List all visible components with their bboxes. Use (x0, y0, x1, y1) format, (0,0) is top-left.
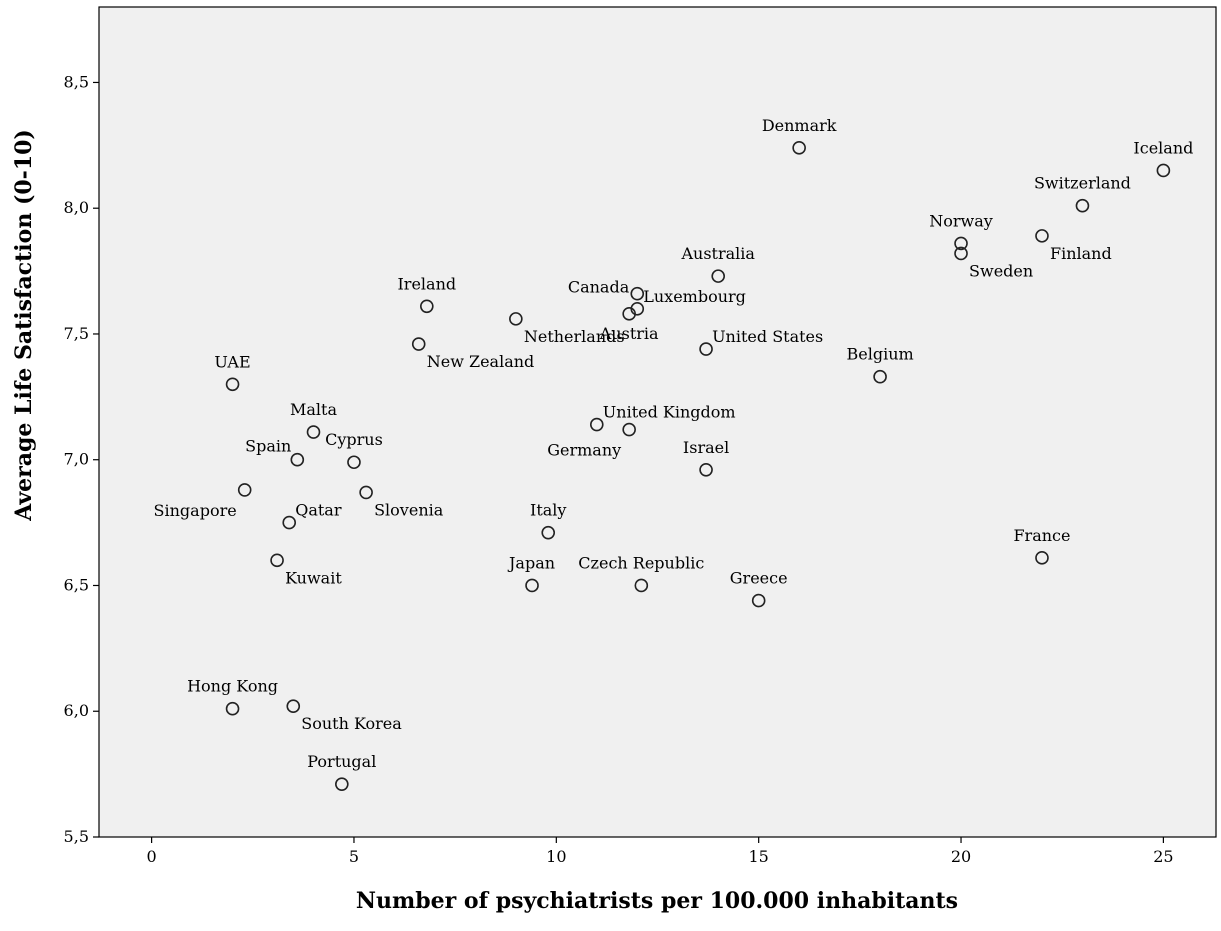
y-tick-label: 7,5 (64, 324, 89, 343)
data-point (954, 236, 968, 251)
point-label: New Zealand (427, 352, 535, 371)
data-point (1035, 551, 1049, 565)
data-point (411, 337, 426, 351)
point-label: Singapore (154, 501, 237, 520)
point-label: Kuwait (285, 568, 342, 587)
data-point (237, 483, 252, 497)
point-label: Portugal (307, 752, 376, 771)
point-label: Slovenia (374, 500, 444, 519)
data-point (347, 455, 361, 470)
data-point (954, 246, 968, 261)
point-label: United Kingdom (603, 403, 736, 422)
point-label: Iceland (1133, 138, 1193, 157)
data-point (282, 515, 297, 530)
data-point (509, 312, 523, 326)
point-label: Spain (245, 437, 291, 456)
point-label: Canada (568, 278, 630, 297)
point-label: Belgium (846, 345, 913, 364)
plot-area (98, 6, 1217, 838)
point-label: Sweden (969, 261, 1033, 280)
data-point (335, 777, 349, 791)
point-label: Greece (730, 569, 788, 588)
data-point (225, 377, 240, 392)
point-label: Germany (547, 441, 621, 460)
point-label: Qatar (295, 501, 342, 520)
x-axis: 0 5 10 15 20 25 (147, 837, 1174, 866)
point-label: Hong Kong (187, 677, 278, 696)
point-label: Ireland (397, 274, 456, 293)
point-label: Netherlands (524, 327, 625, 346)
point-label: Switzerland (1034, 174, 1131, 193)
y-axis-title: Average Life Satisfaction (0-10) (11, 129, 37, 522)
data-point (699, 342, 713, 356)
x-axis-title: Number of psychiatrists per 100.000 inha… (356, 888, 958, 914)
x-tick-label: 20 (951, 847, 971, 866)
point-label: Cyprus (325, 430, 383, 449)
x-tick-label: 0 (147, 847, 157, 866)
y-tick-label: 6,5 (64, 575, 89, 594)
point-label: Norway (929, 211, 993, 230)
point-label: Finland (1050, 244, 1112, 263)
point-label: Czech Republic (578, 553, 704, 572)
point-label: Austria (599, 324, 659, 343)
point-label: United States (712, 327, 823, 346)
point-label: Malta (290, 400, 337, 419)
y-axis: 5,5 6,0 6,5 7,0 7,5 8,0 8,5 (64, 72, 99, 846)
y-tick-label: 7,0 (64, 450, 89, 469)
data-point (286, 699, 301, 714)
x-tick-label: 15 (748, 847, 768, 866)
data-point (622, 307, 636, 321)
point-label: Israel (683, 438, 729, 457)
point-label: UAE (214, 352, 250, 371)
data-point (699, 462, 713, 477)
point-label: South Korea (301, 714, 402, 733)
data-point (873, 369, 887, 384)
point-label: Japan (507, 553, 555, 572)
data-point (306, 425, 321, 439)
data-point (270, 553, 284, 568)
data-point (792, 141, 806, 155)
x-tick-label: 10 (546, 847, 566, 866)
data-point (420, 299, 434, 314)
y-tick-label: 6,0 (64, 701, 89, 720)
data-point (225, 701, 240, 716)
data-point (751, 593, 766, 608)
data-point (1035, 229, 1049, 243)
point-label: Australia (680, 244, 755, 263)
point-label: Italy (530, 501, 566, 520)
x-tick-label: 5 (349, 847, 359, 866)
y-tick-label: 8,0 (64, 198, 89, 217)
data-point (634, 578, 649, 593)
data-point (525, 578, 539, 593)
data-point (1156, 163, 1171, 178)
data-point (1075, 198, 1090, 213)
data-point (589, 417, 604, 432)
x-tick-label: 25 (1153, 847, 1173, 866)
data-point (622, 422, 636, 437)
point-label: France (1013, 526, 1070, 545)
data-points (225, 141, 1171, 791)
point-label: Denmark (762, 116, 837, 135)
data-point (630, 286, 645, 301)
y-tick-label: 8,5 (64, 72, 89, 91)
y-tick-label: 5,5 (64, 827, 89, 846)
data-point (359, 485, 373, 500)
data-point (711, 269, 726, 283)
point-label: Luxembourg (643, 287, 746, 306)
data-point (290, 452, 305, 467)
data-point (541, 525, 556, 540)
